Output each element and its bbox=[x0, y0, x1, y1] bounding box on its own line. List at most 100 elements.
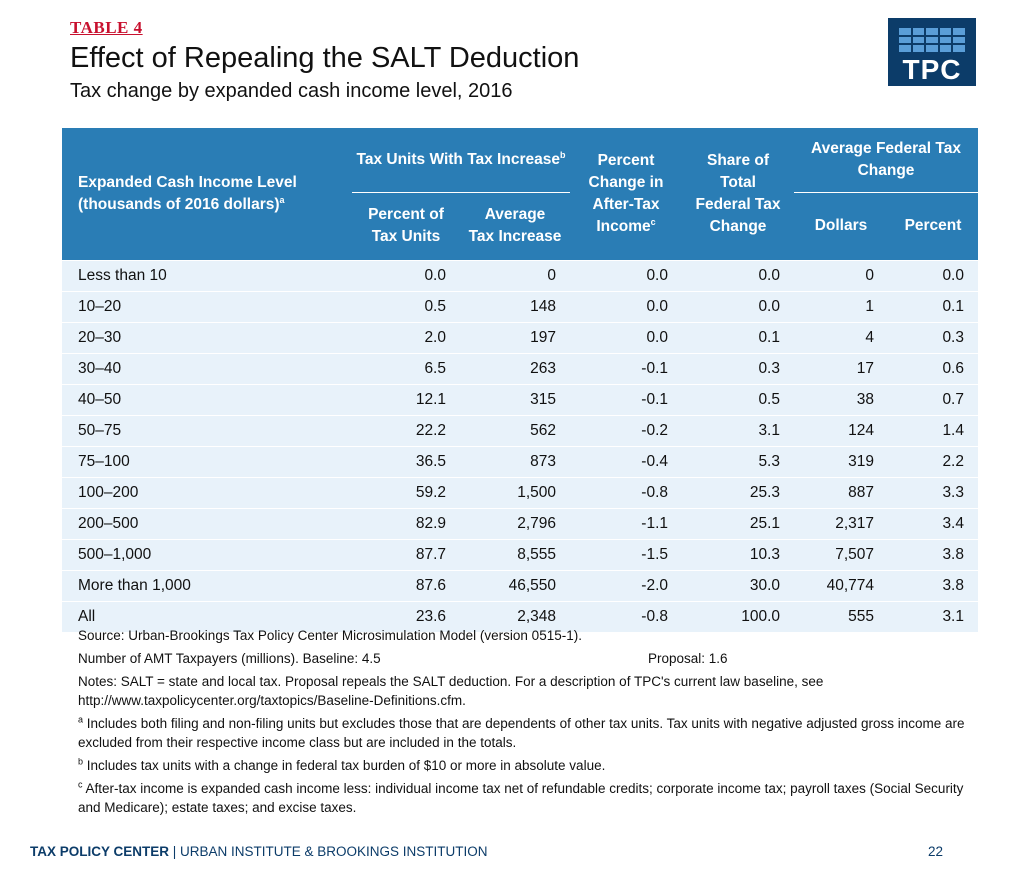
table-cell: -0.8 bbox=[570, 600, 682, 632]
logo-text: TPC bbox=[902, 54, 962, 85]
table-cell: 0.7 bbox=[888, 383, 978, 415]
table-cell: 4 bbox=[794, 321, 888, 353]
header-tax-increase-group: Tax Units With Tax Increaseb bbox=[352, 128, 570, 193]
table-cell: 1.4 bbox=[888, 414, 978, 446]
page-number: 22 bbox=[928, 844, 944, 859]
page-title: Effect of Repealing the SALT Deduction bbox=[70, 42, 580, 74]
table-cell: 197 bbox=[460, 321, 570, 353]
table-cell: 124 bbox=[794, 414, 888, 446]
table-cell: 7,507 bbox=[794, 538, 888, 570]
footnote-b: b Includes tax units with a change in fe… bbox=[78, 756, 606, 773]
table-row: 20–30 2.0 197 0.0 0.1 4 0.3 bbox=[62, 321, 978, 353]
row-income-label: 10–20 bbox=[62, 290, 352, 322]
table-cell: -2.0 bbox=[570, 569, 682, 601]
header-pct-units: Percent of Tax Units bbox=[352, 192, 460, 260]
table-cell: 0.3 bbox=[888, 321, 978, 353]
table-cell: 87.7 bbox=[352, 538, 460, 570]
table-cell: 30.0 bbox=[682, 569, 794, 601]
header-avg-fed-group: Average Federal Tax Change bbox=[794, 128, 978, 193]
notes-text: Notes: SALT = state and local tax. Propo… bbox=[78, 674, 824, 708]
table-cell: 17 bbox=[794, 352, 888, 384]
table-cell: -1.1 bbox=[570, 507, 682, 539]
row-income-label: 200–500 bbox=[62, 507, 352, 539]
table-cell: 0.3 bbox=[682, 352, 794, 384]
table-cell: 3.3 bbox=[888, 476, 978, 508]
row-income-label: 75–100 bbox=[62, 445, 352, 477]
table-cell: 555 bbox=[794, 600, 888, 632]
row-income-label: Less than 10 bbox=[62, 259, 352, 291]
logo-grid-icon bbox=[899, 28, 965, 52]
table-row: 40–50 12.1 315 -0.1 0.5 38 0.7 bbox=[62, 383, 978, 415]
table-cell: 0.1 bbox=[682, 321, 794, 353]
row-income-label: 100–200 bbox=[62, 476, 352, 508]
table-cell: 0.5 bbox=[682, 383, 794, 415]
table-row: More than 1,000 87.6 46,550 -2.0 30.0 40,774 3… bbox=[62, 569, 978, 601]
table-row: Less than 10 0.0 0 0.0 0.0 0 0.0 bbox=[62, 259, 978, 291]
salt-table: Expanded Cash Income Level (thousands of… bbox=[62, 128, 978, 632]
table-cell: 10.3 bbox=[682, 538, 794, 570]
table-cell: 3.1 bbox=[682, 414, 794, 446]
amt-baseline: Number of AMT Taxpayers (millions). Base… bbox=[78, 651, 381, 666]
table-cell: -0.1 bbox=[570, 352, 682, 384]
table-cell: 40,774 bbox=[794, 569, 888, 601]
row-income-label: 500–1,000 bbox=[62, 538, 352, 570]
table-cell: 23.6 bbox=[352, 600, 460, 632]
row-income-label: All bbox=[62, 600, 352, 632]
table-row: 500–1,000 87.7 8,555 -1.5 10.3 7,507 3.8 bbox=[62, 538, 978, 570]
table-cell: 319 bbox=[794, 445, 888, 477]
table-cell: 0.0 bbox=[682, 259, 794, 291]
header-share: Share of Total Federal Tax Change bbox=[682, 128, 794, 260]
table-row: 200–500 82.9 2,796 -1.1 25.1 2,317 3.4 bbox=[62, 507, 978, 539]
header-avg-increase: Average Tax Increase bbox=[460, 192, 570, 260]
table-cell: 38 bbox=[794, 383, 888, 415]
footer-institutions: URBAN INSTITUTE & BROOKINGS INSTITUTION bbox=[180, 844, 488, 859]
table-cell: 8,555 bbox=[460, 538, 570, 570]
table-cell: 2,796 bbox=[460, 507, 570, 539]
amt-note: Number of AMT Taxpayers (millions). Base… bbox=[78, 649, 978, 668]
header-percent: Percent bbox=[888, 192, 978, 260]
table-row: All 23.6 2,348 -0.8 100.0 555 3.1 bbox=[62, 600, 978, 632]
tpc-logo: TPC bbox=[888, 18, 976, 86]
page-subtitle: Tax change by expanded cash income level… bbox=[70, 80, 513, 102]
table-cell: 315 bbox=[460, 383, 570, 415]
table-row: 100–200 59.2 1,500 -0.8 25.3 887 3.3 bbox=[62, 476, 978, 508]
table-cell: 2,348 bbox=[460, 600, 570, 632]
table-cell: 3.8 bbox=[888, 538, 978, 570]
header-pct-change: Percent Change in After-Tax Incomec bbox=[570, 128, 682, 260]
table-cell: 0.0 bbox=[570, 290, 682, 322]
table-cell: 2.2 bbox=[888, 445, 978, 477]
table-cell: 0.0 bbox=[352, 259, 460, 291]
table-cell: 0.5 bbox=[352, 290, 460, 322]
table-cell: 22.2 bbox=[352, 414, 460, 446]
table-row: 75–100 36.5 873 -0.4 5.3 319 2.2 bbox=[62, 445, 978, 477]
table-cell: 2.0 bbox=[352, 321, 460, 353]
row-income-label: 40–50 bbox=[62, 383, 352, 415]
table-cell: 87.6 bbox=[352, 569, 460, 601]
table-row: 10–20 0.5 148 0.0 0.0 1 0.1 bbox=[62, 290, 978, 322]
row-income-label: 50–75 bbox=[62, 414, 352, 446]
row-income-label: 20–30 bbox=[62, 321, 352, 353]
footer: TAX POLICY CENTER | URBAN INSTITUTE & BR… bbox=[30, 844, 488, 859]
footnote-a: a Includes both filing and non-filing un… bbox=[78, 714, 965, 750]
table-cell: 0.0 bbox=[682, 290, 794, 322]
table-cell: 0.0 bbox=[888, 259, 978, 291]
header-dollars: Dollars bbox=[794, 192, 888, 260]
table-cell: 0 bbox=[794, 259, 888, 291]
footer-separator: | bbox=[169, 844, 181, 859]
table-cell: -0.1 bbox=[570, 383, 682, 415]
table-cell: 148 bbox=[460, 290, 570, 322]
footer-brand: TAX POLICY CENTER bbox=[30, 844, 170, 859]
table-cell: 59.2 bbox=[352, 476, 460, 508]
table-cell: 3.4 bbox=[888, 507, 978, 539]
table-cell: 2,317 bbox=[794, 507, 888, 539]
table-cell: 25.3 bbox=[682, 476, 794, 508]
table-cell: 0.0 bbox=[570, 259, 682, 291]
notes-section: Source: Urban-Brookings Tax Policy Cente… bbox=[78, 626, 978, 821]
table-cell: 873 bbox=[460, 445, 570, 477]
table-row: 50–75 22.2 562 -0.2 3.1 124 1.4 bbox=[62, 414, 978, 446]
row-income-label: More than 1,000 bbox=[62, 569, 352, 601]
table-label: TABLE 4 bbox=[70, 18, 143, 37]
table-cell: 1,500 bbox=[460, 476, 570, 508]
table-cell: 3.1 bbox=[888, 600, 978, 632]
table-cell: 5.3 bbox=[682, 445, 794, 477]
